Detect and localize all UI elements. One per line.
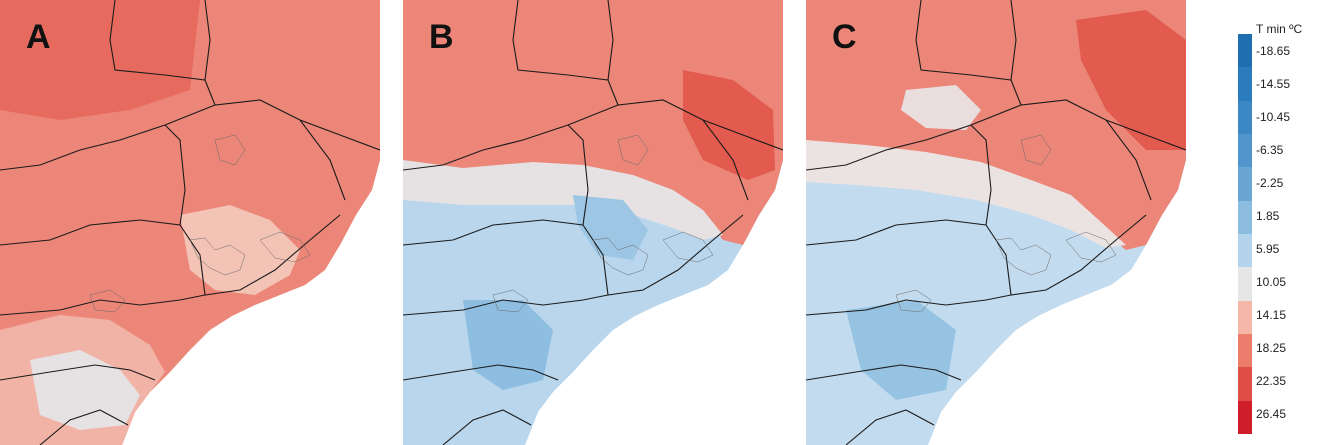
legend-swatch	[1238, 100, 1252, 134]
temperature-field	[806, 0, 1186, 445]
neutral-patch-a	[30, 350, 140, 430]
municipal-borders	[492, 134, 714, 313]
legend-color-bar	[1238, 34, 1252, 434]
transition-band	[806, 140, 1126, 248]
temperature-field	[403, 0, 783, 445]
legend-swatch	[1238, 400, 1252, 434]
legend-tick: -18.65	[1256, 44, 1291, 58]
admin-borders	[806, 0, 1186, 445]
legend-tick: -10.45	[1256, 110, 1291, 124]
legend-swatch	[1238, 367, 1252, 401]
legend-tick: 18.25	[1256, 341, 1287, 355]
cold-core	[846, 300, 956, 400]
legend-tick: -6.35	[1256, 143, 1284, 157]
admin-borders	[0, 0, 380, 445]
cold-core-2	[573, 195, 648, 260]
hot-core	[683, 70, 775, 180]
map-panel-b: B	[403, 0, 783, 445]
map-c	[806, 0, 1186, 445]
legend-tick: -14.55	[1256, 77, 1291, 91]
legend-swatch	[1238, 133, 1252, 168]
legend-tick: 14.15	[1256, 308, 1287, 322]
legend-tick: 1.85	[1256, 209, 1280, 223]
panel-label: B	[429, 18, 454, 56]
legend-swatch	[1238, 67, 1252, 101]
transition-band	[403, 160, 723, 240]
legend-title: T min ºC	[1256, 22, 1303, 36]
legend-tick: 10.05	[1256, 275, 1287, 289]
legend-tick: -2.25	[1256, 176, 1284, 190]
legend-swatch	[1238, 34, 1252, 68]
temperature-field	[0, 0, 380, 445]
warm-zone-north	[403, 0, 783, 245]
municipal-borders	[89, 134, 311, 313]
map-b	[403, 0, 783, 445]
legend-swatch	[1238, 200, 1252, 234]
legend-tick: 26.45	[1256, 407, 1287, 421]
legend-swatch	[1238, 300, 1252, 334]
map-panel-c: C	[806, 0, 1186, 445]
color-legend: T min ºC -18.65 -14.55 -10.45 -6.35 -2.2…	[1236, 22, 1319, 442]
panel-label: A	[26, 18, 51, 56]
map-a	[0, 0, 380, 445]
legend-tick: 22.35	[1256, 374, 1287, 388]
panel-label: C	[832, 18, 857, 56]
legend-swatch	[1238, 267, 1252, 301]
map-panel-a: A	[0, 0, 380, 445]
legend-swatch	[1238, 333, 1252, 368]
neutral-pocket	[901, 85, 981, 130]
hot-zone-north	[0, 0, 200, 120]
hot-core	[1076, 10, 1186, 150]
municipal-borders	[895, 134, 1117, 313]
legend-swatch	[1238, 167, 1252, 201]
legend-tick: 5.95	[1256, 242, 1280, 256]
legend-swatch	[1238, 233, 1252, 268]
admin-borders	[403, 0, 783, 445]
